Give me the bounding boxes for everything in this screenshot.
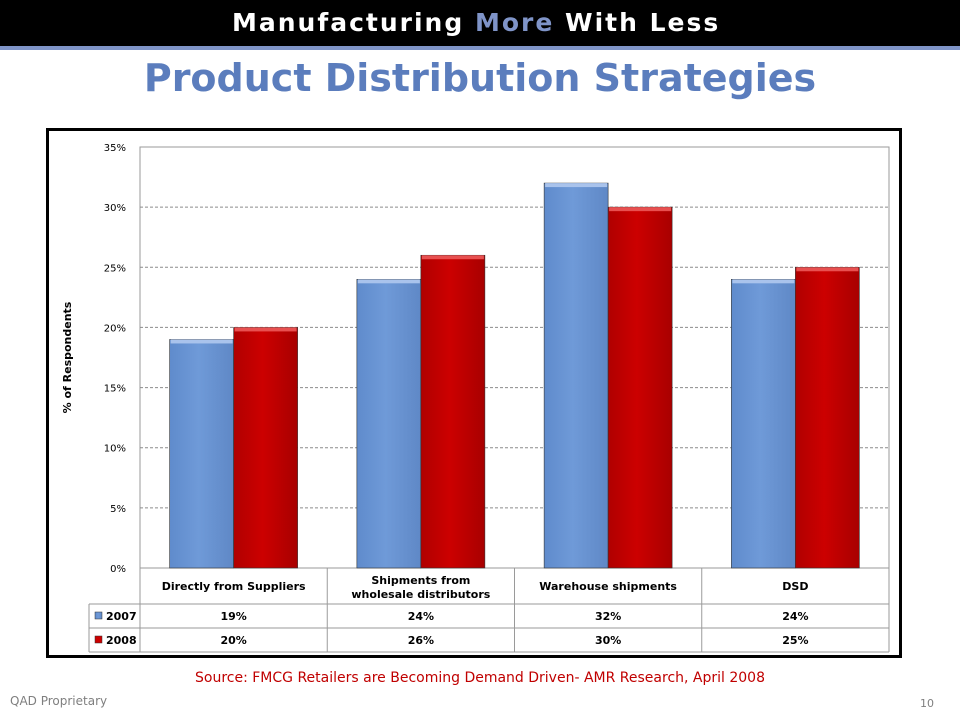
bar-top-2008-4 (796, 267, 859, 272)
banner-text-2: With Less (554, 8, 721, 37)
data-label-2007-4: 24% (782, 610, 808, 623)
bar-2007-2 (356, 279, 422, 569)
page-number: 10 (920, 697, 934, 710)
x-tick-label: Directly from Suppliers (162, 580, 306, 593)
bar-2008-2 (420, 254, 486, 569)
bar-2007-4 (731, 279, 796, 569)
page-title: Product Distribution Strategies (143, 56, 817, 100)
banner-text-accent: More (474, 8, 555, 37)
data-label-2007-3: 32% (595, 610, 621, 623)
chart-frame: 0% 5% 10% 15% 20% 25% 30% 35% % of Respondents Di… (46, 128, 902, 658)
bar-2007-1 (169, 339, 234, 569)
x-tick-label: Warehouse shipments (539, 580, 677, 593)
legend-label-2007: 2007 (106, 610, 137, 623)
y-tick-label: 30% (104, 203, 126, 214)
data-label-2007-1: 19% (220, 610, 246, 623)
bar-2008-3 (607, 206, 673, 569)
legend-label-2008: 2008 (106, 634, 137, 647)
y-tick-label: 10% (104, 444, 126, 455)
banner-text-1: Manufacturing (232, 8, 475, 37)
data-label-2008-4: 25% (782, 634, 808, 647)
bar-2008-1 (233, 327, 298, 569)
y-tick-label: 5% (110, 504, 126, 515)
data-label-2008-3: 30% (595, 634, 621, 647)
data-label-2008-2: 26% (408, 634, 434, 647)
footer-proprietary: QAD Proprietary (10, 694, 108, 708)
banner-title: Manufacturing More With Less (232, 8, 720, 37)
data-label-2007-2: 24% (408, 610, 434, 623)
bar-top-2007-2 (357, 279, 420, 284)
y-tick-label: 35% (104, 143, 126, 154)
bar-top-2008-1 (234, 327, 297, 332)
bar-2008-4 (795, 266, 860, 569)
y-tick-label: 15% (104, 384, 126, 395)
bar-top-2007-1 (170, 339, 233, 344)
legend-key-2008 (94, 635, 103, 644)
bar-top-2008-3 (609, 207, 672, 212)
bar-top-2007-4 (732, 279, 795, 284)
bar-top-2008-2 (421, 255, 484, 260)
x-tick-label: Shipments from wholesale distributors (351, 574, 490, 601)
legend-key-2007 (94, 611, 103, 620)
banner-rule (0, 46, 960, 50)
bar-top-2007-3 (545, 183, 608, 188)
y-tick-label: 25% (104, 263, 126, 274)
bar-2007-3 (543, 182, 609, 569)
header-banner: Manufacturing More With Less (0, 0, 960, 46)
source-note: Source: FMCG Retailers are Becoming Dema… (195, 670, 765, 686)
y-tick-label: 0% (110, 564, 126, 575)
y-tick-label: 20% (104, 323, 126, 334)
bar-chart: 0% 5% 10% 15% 20% 25% 30% 35% % of Respondents Di… (61, 143, 890, 653)
y-axis-title: % of Respondents (61, 301, 74, 413)
data-label-2008-1: 20% (220, 634, 246, 647)
x-tick-label: DSD (782, 580, 808, 593)
